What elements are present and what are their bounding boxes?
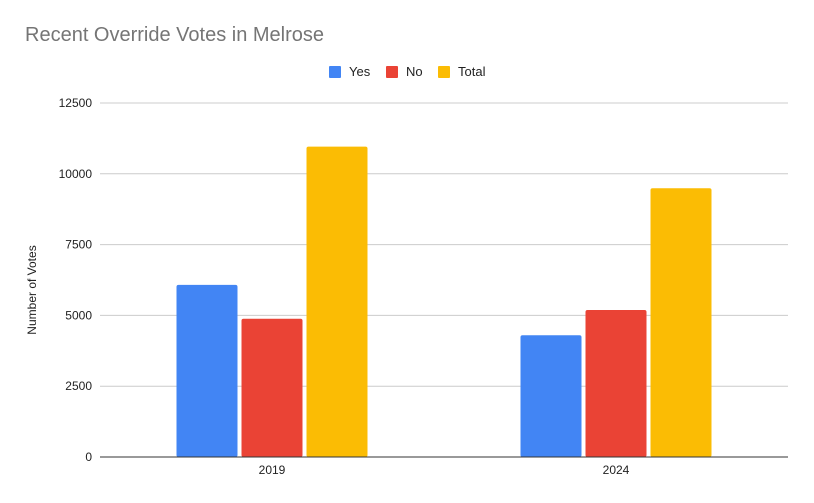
bar-yes-2024[interactable]: [520, 335, 582, 457]
chart-title: Recent Override Votes in Melrose: [25, 24, 325, 46]
bar-no-2024[interactable]: [585, 310, 647, 457]
y-axis-title: Number of Votes: [25, 245, 39, 334]
legend-item-yes[interactable]: Yes: [329, 64, 370, 79]
bar-no-2019[interactable]: [241, 318, 303, 457]
legend-label-total: Total: [458, 64, 486, 79]
legend-swatch-no: [386, 65, 398, 78]
y-axis-ticks: 0 2500 5000 7500 10000 12500: [59, 96, 93, 464]
x-tick-label: 2024: [603, 463, 630, 477]
bar-total-2019[interactable]: [306, 146, 368, 457]
x-tick-label: 2019: [259, 463, 286, 477]
x-axis-ticks: 2019 2024: [259, 463, 630, 477]
bar-total-2024[interactable]: [650, 188, 712, 457]
bar-yes-2019[interactable]: [176, 284, 238, 457]
y-tick-label: 7500: [65, 238, 92, 252]
y-tick-label: 2500: [65, 379, 92, 393]
legend-label-yes: Yes: [349, 64, 371, 79]
legend-item-no[interactable]: No: [386, 64, 423, 79]
y-tick-label: 10000: [59, 167, 93, 181]
y-tick-label: 12500: [59, 96, 93, 110]
legend-swatch-yes: [329, 65, 341, 78]
legend-swatch-total: [438, 65, 450, 78]
legend-label-no: No: [406, 64, 423, 79]
legend: Yes No Total: [0, 64, 814, 82]
legend-item-total[interactable]: Total: [438, 64, 485, 79]
bars: [176, 146, 712, 457]
y-tick-label: 5000: [65, 308, 92, 322]
y-tick-label: 0: [85, 450, 92, 464]
